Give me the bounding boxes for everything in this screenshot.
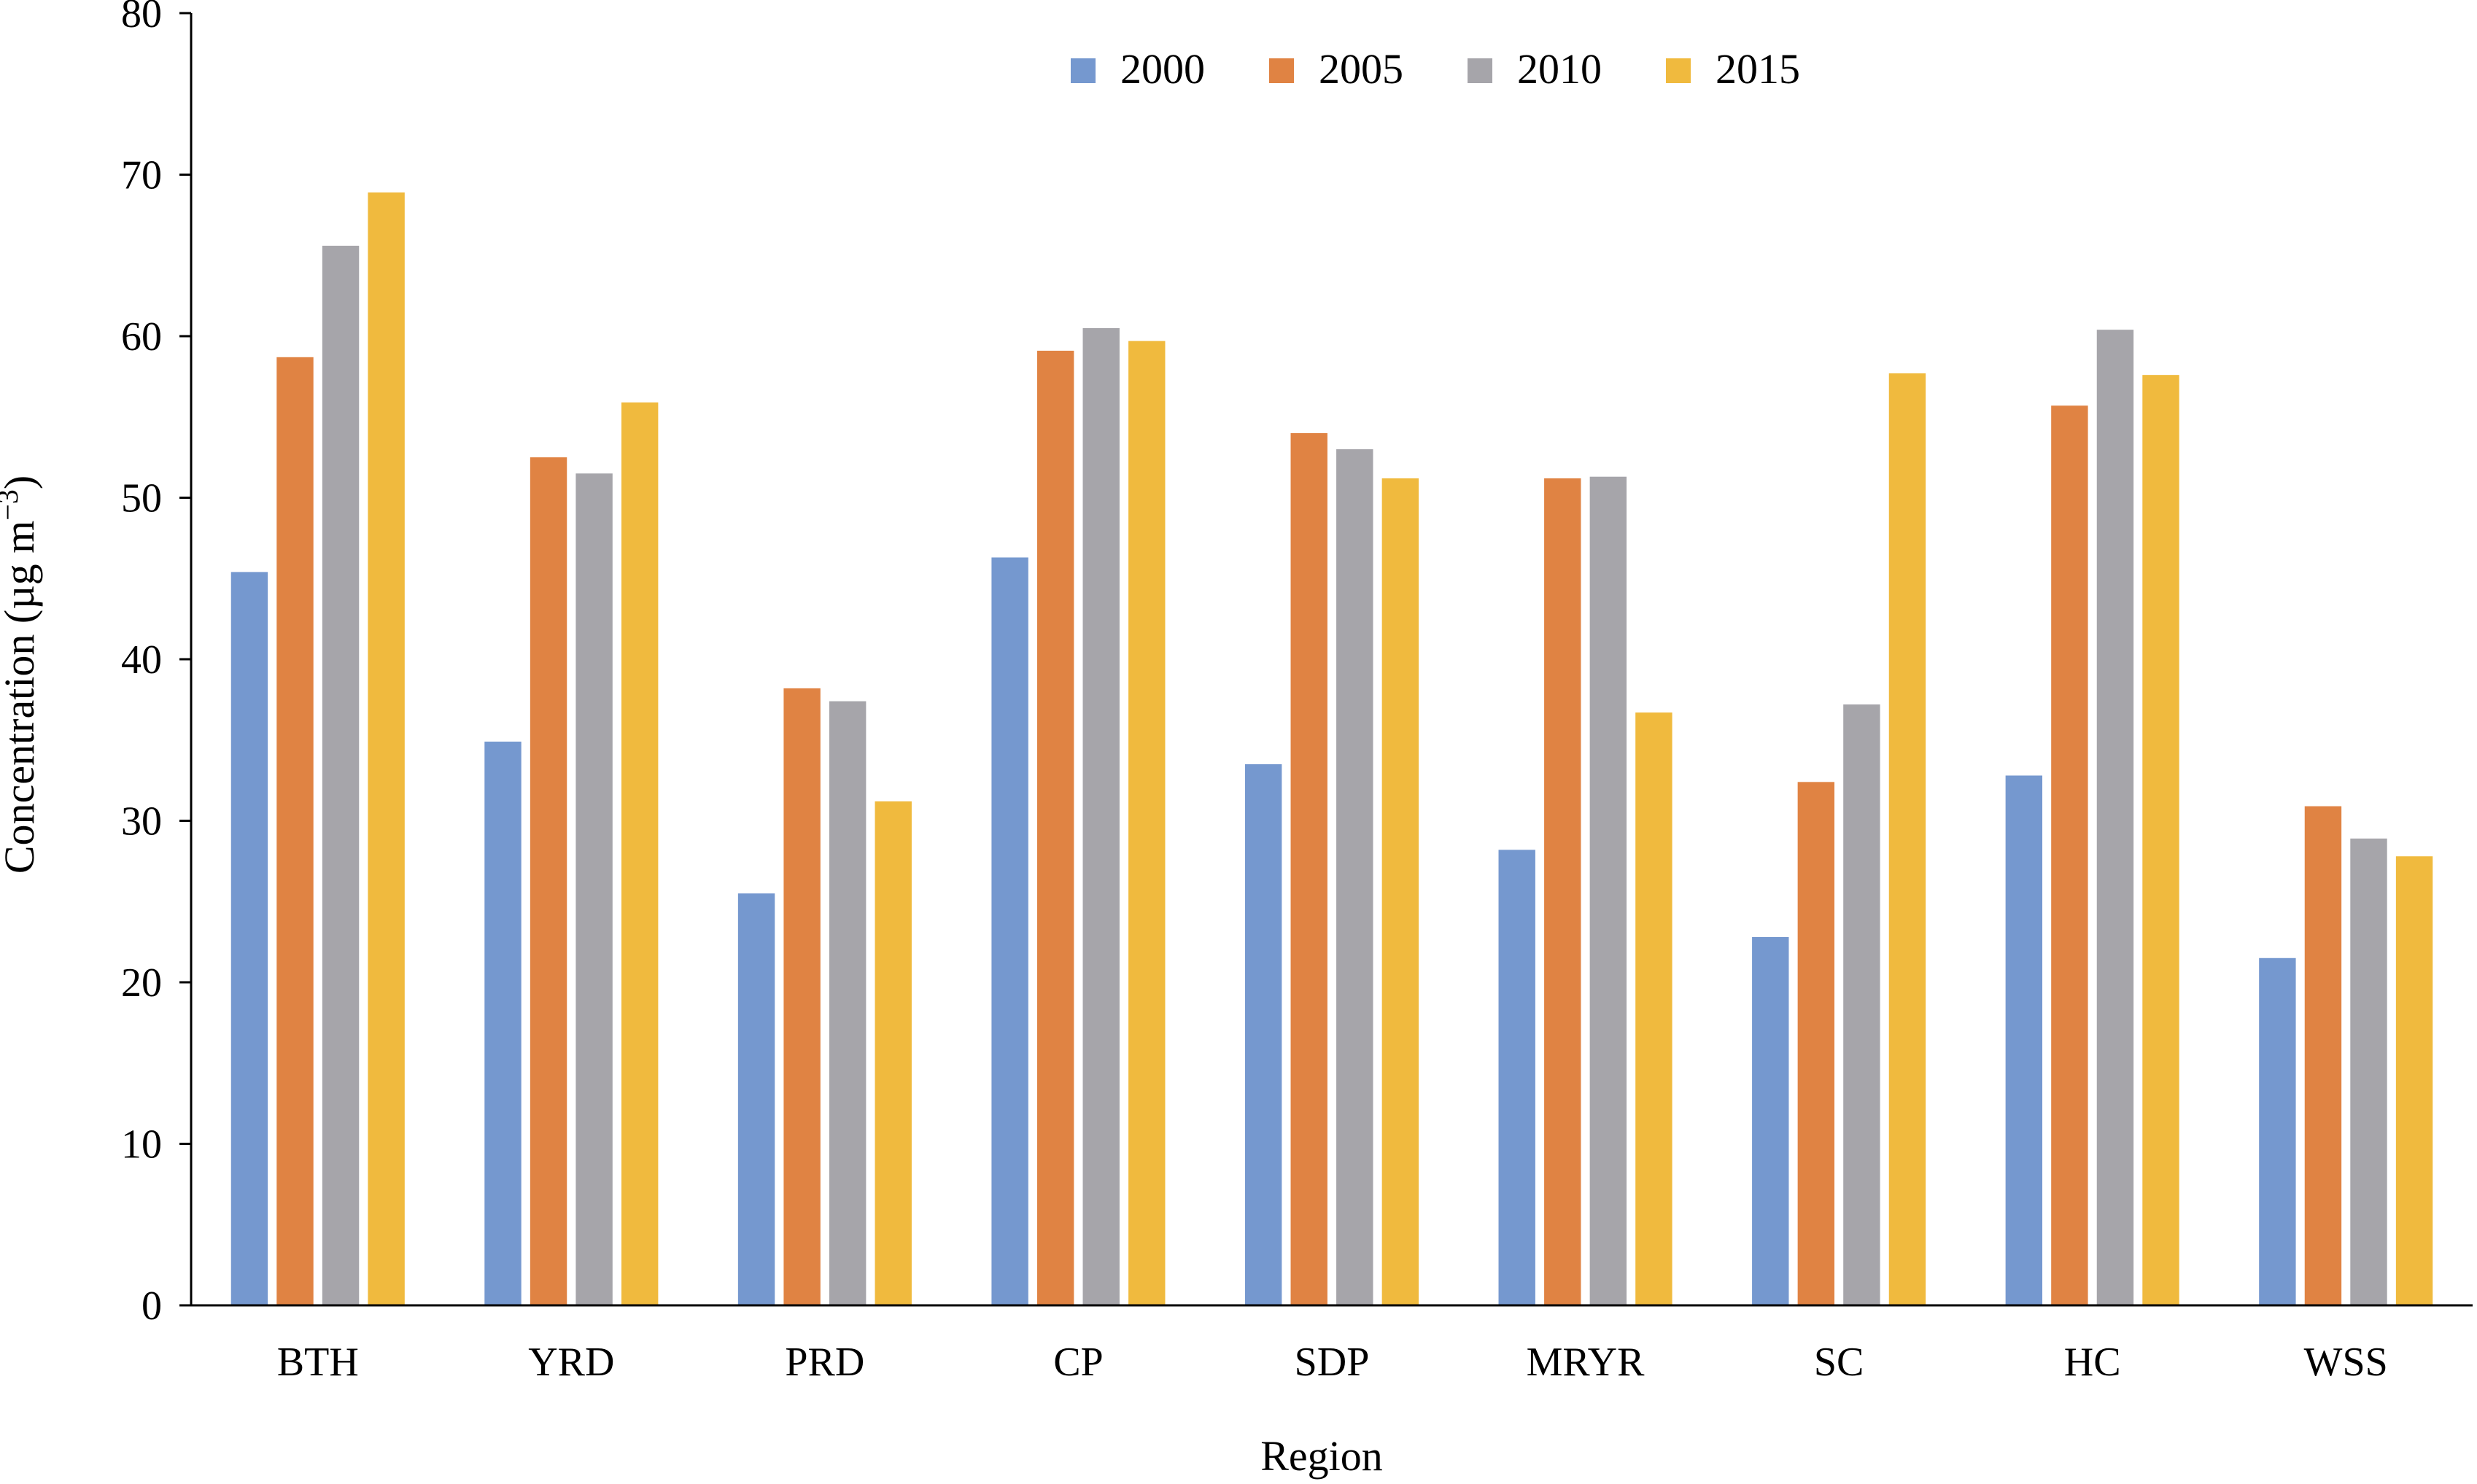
y-tick-label: 70 — [121, 153, 162, 198]
bar-prd-2000 — [737, 893, 775, 1305]
bar-cp-2005 — [1036, 350, 1074, 1305]
bar-yrd-2015 — [621, 402, 659, 1306]
x-tick-label: PRD — [785, 1340, 864, 1385]
bar-group-hc — [2005, 330, 2179, 1306]
x-tick-label: CP — [1053, 1340, 1104, 1385]
bar-hc-2000 — [2005, 775, 2043, 1305]
bar-hc-2015 — [2142, 375, 2179, 1306]
bar-yrd-2005 — [530, 457, 567, 1305]
bar-sc-2005 — [1797, 782, 1835, 1305]
bar-sc-2010 — [1843, 704, 1880, 1305]
y-tick-label: 0 — [142, 1283, 162, 1329]
bar-yrd-2010 — [575, 473, 613, 1305]
bar-bth-2010 — [322, 245, 360, 1306]
bar-mryr-2015 — [1635, 712, 1672, 1305]
bar-bth-2000 — [230, 572, 268, 1305]
bar-bth-2005 — [276, 357, 314, 1305]
bar-hc-2010 — [2096, 330, 2134, 1305]
legend-swatch — [1666, 58, 1691, 83]
legend-swatch — [1269, 58, 1294, 83]
x-tick-label: SDP — [1295, 1340, 1370, 1385]
bar-sc-2015 — [1888, 373, 1926, 1305]
bar-sc-2000 — [1752, 936, 1789, 1305]
bar-sdp-2010 — [1336, 449, 1373, 1305]
bar-group-sc — [1752, 373, 1926, 1305]
bar-wss-2015 — [2395, 856, 2433, 1305]
y-tick-label: 80 — [121, 0, 162, 36]
bar-mryr-2005 — [1544, 478, 1581, 1306]
bar-cp-2010 — [1082, 327, 1120, 1305]
x-axis-title: Region — [1260, 1432, 1383, 1480]
y-tick-label: 20 — [121, 960, 162, 1006]
plot-area: 0 10 20 30 40 50 60 70 80 BTH YRD PRD CP SDP MRYR SC HC… — [121, 0, 2473, 1385]
legend-label: 2005 — [1319, 45, 1403, 93]
bar-mryr-2000 — [1498, 850, 1535, 1305]
legend-swatch — [1468, 58, 1492, 83]
bar-group-yrd — [484, 402, 659, 1306]
bar-group-mryr — [1498, 476, 1672, 1306]
y-axis-title-text: Concentration (µg m — [0, 521, 43, 874]
legend-label: 2010 — [1517, 45, 1602, 93]
bar-wss-2005 — [2304, 806, 2342, 1305]
legend-item-2015: 2015 — [1666, 45, 1800, 93]
bar-bth-2015 — [368, 192, 405, 1305]
bar-sdp-2000 — [1244, 764, 1282, 1305]
bar-group-wss — [2259, 806, 2433, 1305]
y-axis-title-close: ) — [0, 475, 43, 489]
legend-label: 2015 — [1716, 45, 1800, 93]
bar-cp-2015 — [1128, 341, 1166, 1305]
y-tick-label: 30 — [121, 799, 162, 844]
bar-group-cp — [991, 327, 1166, 1305]
legend: 2000 2005 2010 2015 — [1071, 45, 1800, 93]
bar-prd-2010 — [829, 701, 867, 1305]
bar-prd-2015 — [875, 801, 912, 1305]
y-axis-title-superscript: −3 — [0, 489, 24, 521]
bar-hc-2005 — [2051, 405, 2088, 1305]
y-tick-label: 40 — [121, 637, 162, 683]
y-axis-ticks: 0 10 20 30 40 50 60 70 80 — [121, 0, 191, 1329]
y-axis-title: Concentration (µg m−3) — [0, 475, 43, 874]
bar-wss-2000 — [2259, 957, 2296, 1305]
bar-wss-2010 — [2350, 838, 2387, 1305]
y-tick-label: 50 — [121, 476, 162, 521]
x-tick-label: HC — [2064, 1340, 2121, 1385]
x-tick-label: MRYR — [1527, 1340, 1645, 1385]
bar-group-prd — [737, 688, 912, 1305]
legend-label: 2000 — [1120, 45, 1205, 93]
bar-sdp-2005 — [1290, 432, 1327, 1305]
legend-item-2005: 2005 — [1269, 45, 1403, 93]
bar-mryr-2010 — [1589, 476, 1627, 1305]
legend-swatch — [1071, 58, 1096, 83]
legend-item-2000: 2000 — [1071, 45, 1205, 93]
legend-item-2010: 2010 — [1468, 45, 1602, 93]
x-tick-label: SC — [1814, 1340, 1864, 1385]
bars — [230, 192, 2433, 1306]
y-tick-label: 10 — [121, 1122, 162, 1168]
y-tick-label: 60 — [121, 314, 162, 360]
x-tick-label: BTH — [277, 1340, 359, 1385]
bar-group-sdp — [1244, 432, 1419, 1306]
bar-cp-2000 — [991, 557, 1028, 1305]
x-tick-label: YRD — [528, 1340, 614, 1385]
bar-sdp-2015 — [1381, 478, 1419, 1306]
bar-yrd-2000 — [484, 741, 522, 1305]
x-axis-category-labels: BTH YRD PRD CP SDP MRYR SC HC WSS — [277, 1340, 2388, 1385]
bar-prd-2005 — [783, 688, 821, 1305]
bar-group-bth — [230, 192, 405, 1306]
x-tick-label: WSS — [2304, 1340, 2388, 1385]
